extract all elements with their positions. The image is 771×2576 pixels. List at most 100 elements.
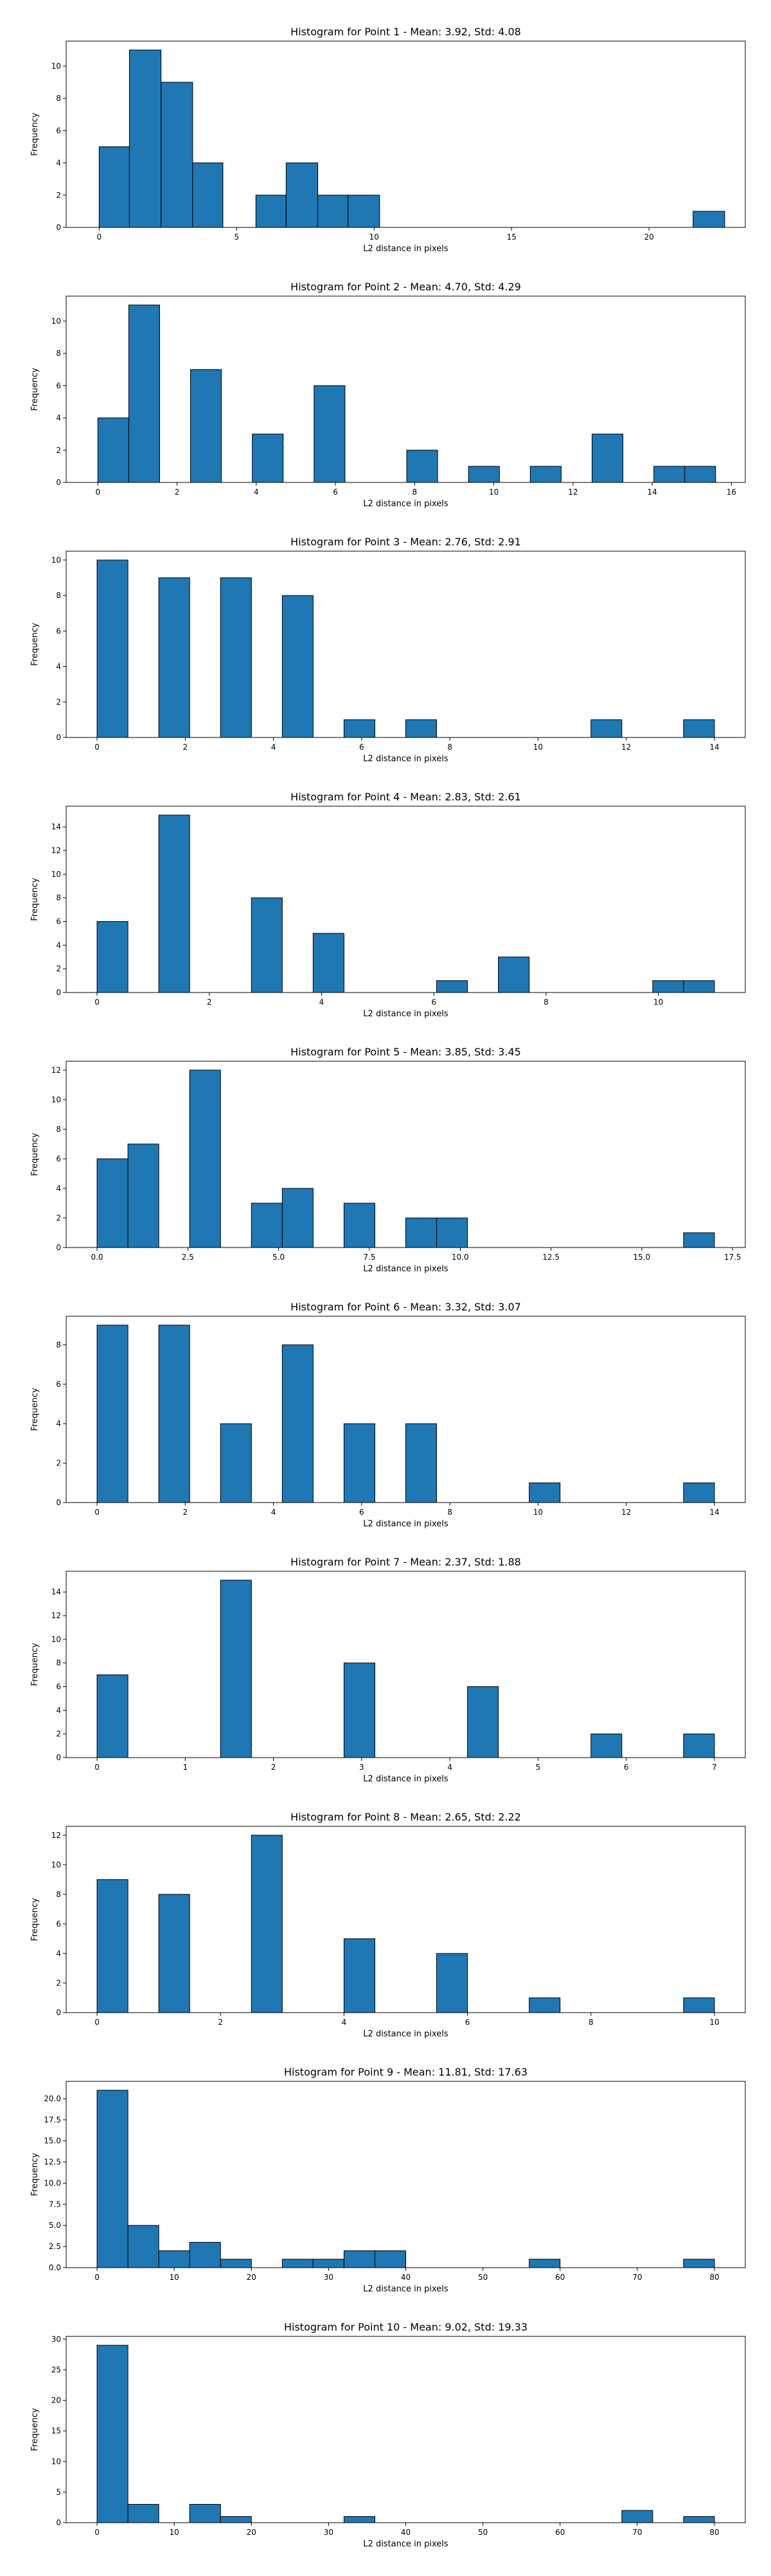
x-tick-label: 20 (247, 2273, 256, 2282)
x-tick-label: 30 (324, 2273, 333, 2282)
y-axis-label: Frequency (30, 1898, 40, 1941)
x-tick-label: 0 (94, 2018, 100, 2027)
x-tick-label: 4 (447, 1763, 452, 1772)
y-tick-label: 20.0 (44, 2094, 61, 2103)
x-tick-label: 2 (218, 2018, 223, 2027)
y-tick-label: 4 (56, 1949, 61, 1958)
histogram-chart-10: Histogram for Point 10 - Mean: 9.02, Std… (30, 2321, 746, 2549)
histogram-bar (343, 2516, 375, 2523)
x-tick-label: 16 (727, 488, 736, 497)
x-tick-label: 8 (544, 998, 549, 1007)
x-tick-label: 2 (182, 743, 188, 752)
y-tick-label: 10 (51, 2457, 61, 2466)
x-axis-label: L2 distance in pixels (363, 499, 448, 509)
histogram-bar (436, 1217, 468, 1248)
histogram-bar (190, 369, 222, 483)
x-tick-label: 1 (182, 1763, 188, 1772)
x-tick-label: 2 (207, 998, 212, 1007)
histogram-bar (158, 1325, 190, 1503)
y-tick-label: 4 (56, 159, 61, 168)
histogram-chart-7: Histogram for Point 7 - Mean: 2.37, Std:… (30, 1556, 746, 1784)
y-tick-label: 0 (56, 1243, 61, 1252)
histogram-bar (189, 1070, 221, 1248)
y-tick-label: 0 (56, 733, 61, 742)
histogram-bar (96, 1158, 128, 1248)
histogram-bar (683, 980, 715, 993)
histogram-bar (192, 163, 224, 228)
x-tick-label: 15 (507, 233, 517, 242)
y-tick-label: 2 (56, 698, 61, 707)
x-tick-label: 5.0 (272, 1253, 285, 1262)
x-tick-label: 4 (342, 2018, 347, 2027)
plot-frame (66, 1826, 746, 2013)
plot-frame (66, 1061, 746, 1248)
y-tick-label: 8 (56, 1340, 61, 1349)
histogram-bar (96, 2090, 128, 2268)
x-tick-label: 0 (95, 488, 100, 497)
y-tick-label: 6 (56, 381, 61, 390)
x-tick-label: 2 (182, 1508, 188, 1517)
x-tick-label: 70 (632, 2528, 642, 2537)
y-axis-label: Frequency (30, 1133, 40, 1176)
histogram-bar (343, 1423, 375, 1503)
x-tick-label: 10 (653, 998, 663, 1007)
x-tick-label: 6 (359, 743, 364, 752)
x-tick-label: 14 (709, 743, 719, 752)
x-axis-label: L2 distance in pixels (363, 2539, 448, 2549)
histogram-bar (652, 980, 684, 993)
histogram-bar (498, 957, 530, 993)
histogram-bar (189, 2503, 221, 2523)
y-tick-label: 6 (56, 626, 61, 635)
x-tick-label: 4 (319, 998, 324, 1007)
histogram-bar (251, 897, 283, 993)
x-tick-label: 0 (97, 233, 102, 242)
y-tick-label: 0 (56, 2518, 61, 2527)
x-tick-label: 0 (94, 743, 100, 752)
x-tick-label: 6 (465, 2018, 470, 2027)
chart-title: Histogram for Point 5 - Mean: 3.85, Std:… (290, 1046, 521, 1058)
y-tick-label: 2 (56, 1979, 61, 1988)
x-tick-label: 0 (94, 1508, 100, 1517)
y-tick-label: 6 (56, 1919, 61, 1928)
x-tick-label: 0 (94, 2528, 100, 2537)
histogram-chart-9: Histogram for Point 9 - Mean: 11.81, Std… (30, 2066, 746, 2294)
y-tick-label: 2 (56, 446, 61, 455)
plot-frame (66, 40, 746, 228)
y-tick-label: 8 (56, 349, 61, 358)
histogram-bar (405, 719, 438, 738)
y-axis-label: Frequency (30, 2153, 40, 2196)
plot-frame (66, 1571, 746, 1758)
histogram-bar (683, 1997, 715, 2013)
x-tick-label: 17.5 (724, 1253, 741, 1262)
plot-frame (66, 1316, 746, 1503)
chart-title: Histogram for Point 1 - Mean: 3.92, Std:… (290, 26, 521, 38)
histogram-bar (591, 434, 624, 483)
histogram-bar (683, 2259, 715, 2268)
y-tick-label: 14 (51, 1587, 61, 1596)
histogram-bar (406, 450, 438, 483)
x-tick-label: 2 (175, 488, 180, 497)
x-tick-label: 8 (589, 2018, 594, 2027)
x-tick-label: 60 (555, 2528, 565, 2537)
x-tick-label: 6 (624, 1763, 629, 1772)
y-axis-label: Frequency (30, 367, 40, 410)
plot-frame (66, 806, 746, 993)
x-tick-label: 12 (568, 488, 578, 497)
x-tick-label: 10 (170, 2528, 179, 2537)
x-tick-label: 8 (412, 488, 418, 497)
x-tick-label: 2 (271, 1763, 276, 1772)
histogram-bar (281, 2259, 314, 2268)
x-tick-label: 12.5 (542, 1253, 560, 1262)
histogram-bar (343, 1203, 375, 1248)
y-tick-label: 6 (56, 126, 61, 135)
x-axis-label: L2 distance in pixels (363, 1009, 448, 1019)
histogram-bar (189, 2242, 221, 2268)
histogram-bar (220, 2516, 252, 2523)
x-axis-label: L2 distance in pixels (363, 1264, 448, 1274)
histogram-chart-1: Histogram for Point 1 - Mean: 3.92, Std:… (30, 26, 746, 254)
y-tick-label: 2 (56, 1459, 61, 1468)
y-tick-label: 30 (51, 2334, 61, 2343)
y-tick-label: 0 (56, 2008, 61, 2017)
histogram-bar (343, 1938, 375, 2013)
y-axis-label: Frequency (30, 1643, 40, 1686)
